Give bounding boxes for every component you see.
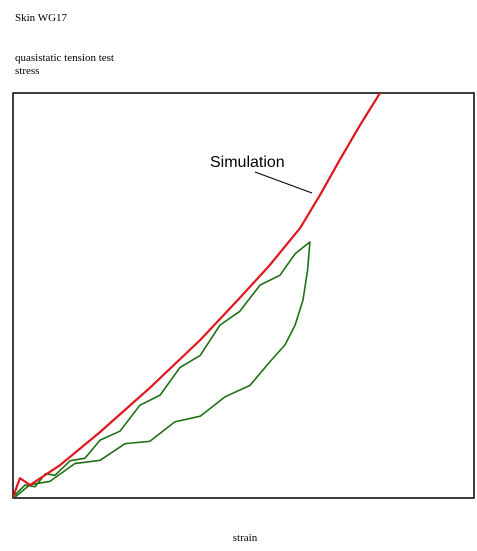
series-line [13,93,381,498]
series-line [14,241,311,498]
chart-subtitle: quasistatic tension test [15,52,114,64]
annotation: Simulation [210,154,285,171]
x-axis-label: strain [233,532,258,544]
chart-title: Skin WG17 [15,12,68,24]
y-axis-label: stress [15,65,39,77]
annotation-leader [254,171,313,194]
plot-frame [12,92,475,499]
